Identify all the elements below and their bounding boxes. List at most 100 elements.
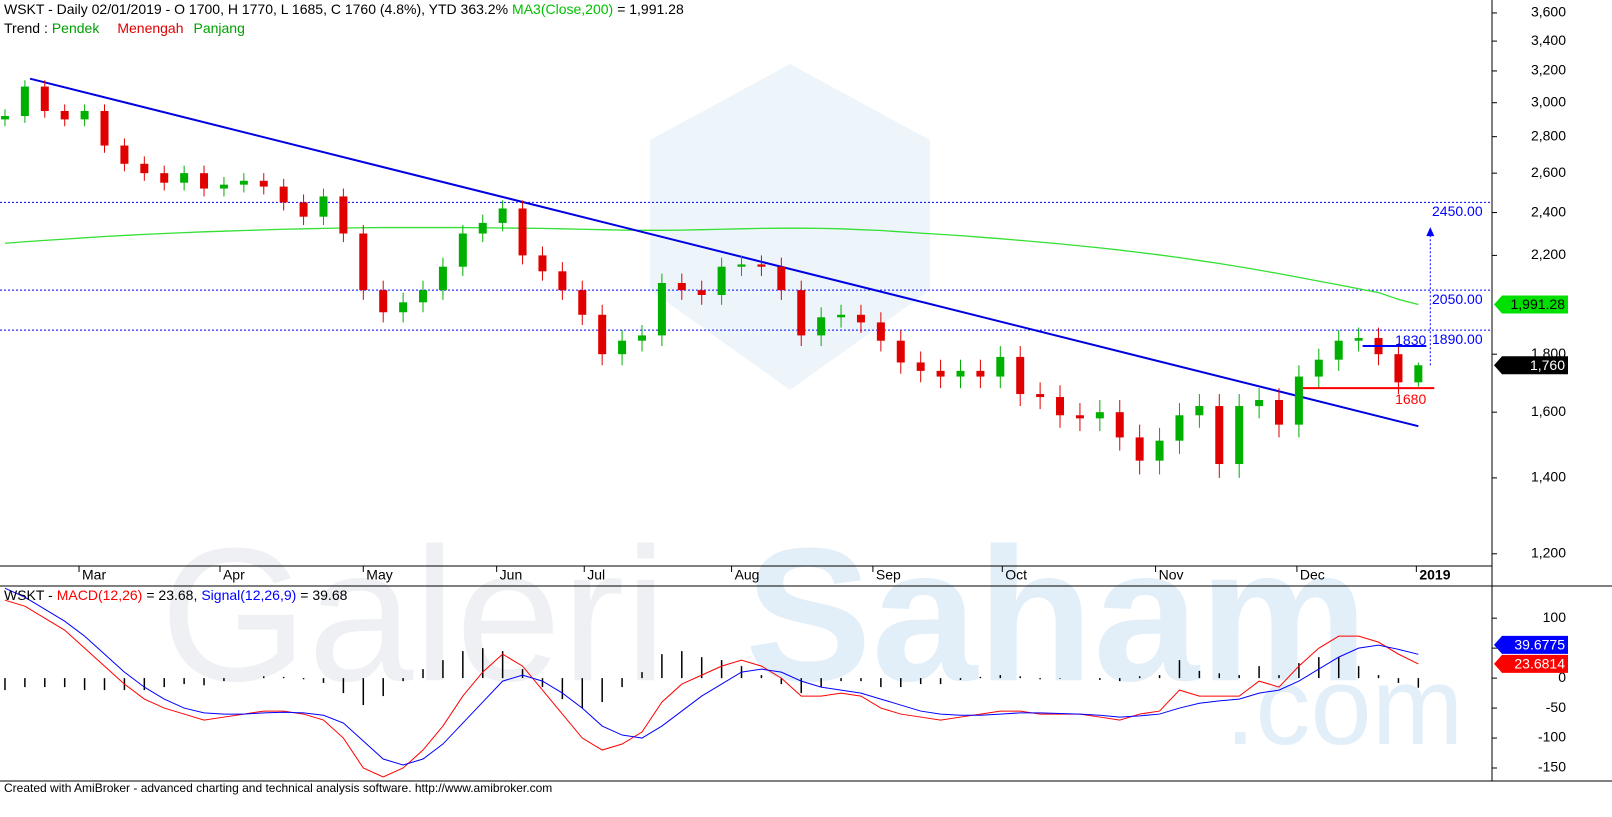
legend-entry: Signal(12,26,9)	[201, 587, 296, 603]
candle-body	[1036, 394, 1045, 398]
watermark: Galeri Saham .com	[160, 64, 1463, 768]
candle-body	[219, 184, 228, 189]
candle-body	[1354, 338, 1363, 341]
candle-body	[876, 322, 885, 341]
x-tick-label: Sep	[876, 567, 901, 583]
candle-body	[677, 283, 686, 291]
candle-body	[996, 356, 1005, 377]
candle-body	[697, 290, 706, 295]
y-tick-label: 2,200	[1531, 246, 1566, 262]
candle-body	[777, 266, 786, 291]
x-tick-label: Apr	[223, 567, 245, 583]
candle-body	[657, 283, 666, 336]
candle-body	[100, 110, 109, 146]
x-tick-label: May	[366, 567, 392, 583]
watermark-logo	[650, 64, 930, 390]
footer: Created with AmiBroker - advanced charti…	[4, 781, 552, 795]
y-tick-label: -100	[1538, 729, 1566, 745]
x-tick-label: Mar	[82, 567, 106, 583]
support-label: 1680	[1395, 391, 1426, 407]
y-tick-label: 1,600	[1531, 403, 1566, 419]
y-tick-label: 1,200	[1531, 545, 1566, 561]
candle-body	[419, 290, 428, 303]
candle-body	[60, 110, 69, 120]
last-value-label: 39.6775	[1514, 637, 1565, 653]
support-label: 1830	[1395, 332, 1426, 348]
candle-body	[1394, 354, 1403, 383]
candle-body	[1075, 415, 1084, 419]
candle-body	[0, 116, 9, 120]
candle-body	[856, 314, 865, 323]
y-tick-label: 2,800	[1531, 127, 1566, 143]
trend-legend: Trend : Pendek Menengah Panjang	[4, 20, 245, 36]
x-tick-label: Aug	[735, 567, 760, 583]
candle-body	[1115, 412, 1124, 438]
legend-entry: Panjang	[194, 20, 245, 36]
arrow-head	[1426, 227, 1435, 237]
candle-body	[538, 255, 547, 272]
y-tick-label: -50	[1546, 699, 1566, 715]
trend-label: Trend :	[4, 20, 48, 36]
candle-body	[498, 208, 507, 223]
candle-body	[200, 173, 209, 189]
watermark-text: .com	[1225, 645, 1463, 768]
y-tick-label: 2,600	[1531, 164, 1566, 180]
candle-body	[1056, 397, 1065, 416]
candle-body	[259, 180, 268, 187]
y-tick-label: 2,400	[1531, 203, 1566, 219]
candle-body	[438, 266, 447, 291]
legend-entry: MACD(12,26)	[57, 587, 143, 603]
candle-body	[1095, 412, 1104, 419]
candle-body	[140, 163, 149, 174]
legend-entry: Menengah	[117, 20, 183, 36]
candle-body	[1414, 365, 1423, 383]
candle-body	[1255, 400, 1264, 407]
x-tick-label: Oct	[1005, 567, 1027, 583]
y-tick-label: 100	[1543, 609, 1567, 625]
last-value-box	[1494, 635, 1568, 654]
candle-body	[956, 370, 965, 377]
candle-body	[757, 264, 766, 267]
candle-body	[737, 264, 746, 267]
candle-body	[299, 202, 308, 217]
candle-body	[80, 110, 89, 120]
candle-body	[598, 314, 607, 355]
level-label: 1890.00	[1432, 331, 1483, 347]
candle-body	[1274, 400, 1283, 425]
candle-body	[478, 222, 487, 234]
candle-body	[319, 196, 328, 217]
candle-body	[837, 314, 846, 318]
candle-body	[458, 233, 467, 267]
candle-body	[1334, 340, 1343, 360]
x-tick-label: 2019	[1419, 567, 1450, 583]
candle-body	[1294, 376, 1303, 425]
macd-line	[4, 587, 1419, 766]
level-label: 2050.00	[1432, 291, 1483, 307]
candle-body	[1175, 415, 1184, 441]
last-value-box	[1494, 356, 1568, 375]
candle-body	[797, 290, 806, 336]
y-tick-label: 3,600	[1531, 4, 1566, 20]
chart-title: WSKT - Daily 02/01/2019 - O 1700, H 1770…	[4, 1, 684, 17]
candle-body	[40, 86, 49, 111]
candle-body	[1215, 406, 1224, 465]
candle-body	[120, 145, 129, 164]
candle-body	[976, 370, 985, 377]
watermark-text: Saham	[745, 509, 1368, 721]
title-value: = 1,991.28	[617, 1, 684, 17]
candle-body	[936, 370, 945, 377]
y-tick-label: -150	[1538, 759, 1566, 775]
candle-body	[558, 271, 567, 291]
last-value-box	[1494, 654, 1568, 673]
candle-body	[359, 233, 368, 291]
candle-body	[1314, 359, 1323, 377]
x-tick-label: Jul	[587, 567, 605, 583]
y-tick-label: 3,000	[1531, 93, 1566, 109]
candle-body	[1135, 437, 1144, 461]
candle-body	[1195, 406, 1204, 416]
candle-body	[578, 290, 587, 315]
candle-body	[518, 208, 527, 256]
x-tick-label: Nov	[1159, 567, 1184, 583]
level-label: 2450.00	[1432, 203, 1483, 219]
last-value-box	[1494, 295, 1568, 314]
